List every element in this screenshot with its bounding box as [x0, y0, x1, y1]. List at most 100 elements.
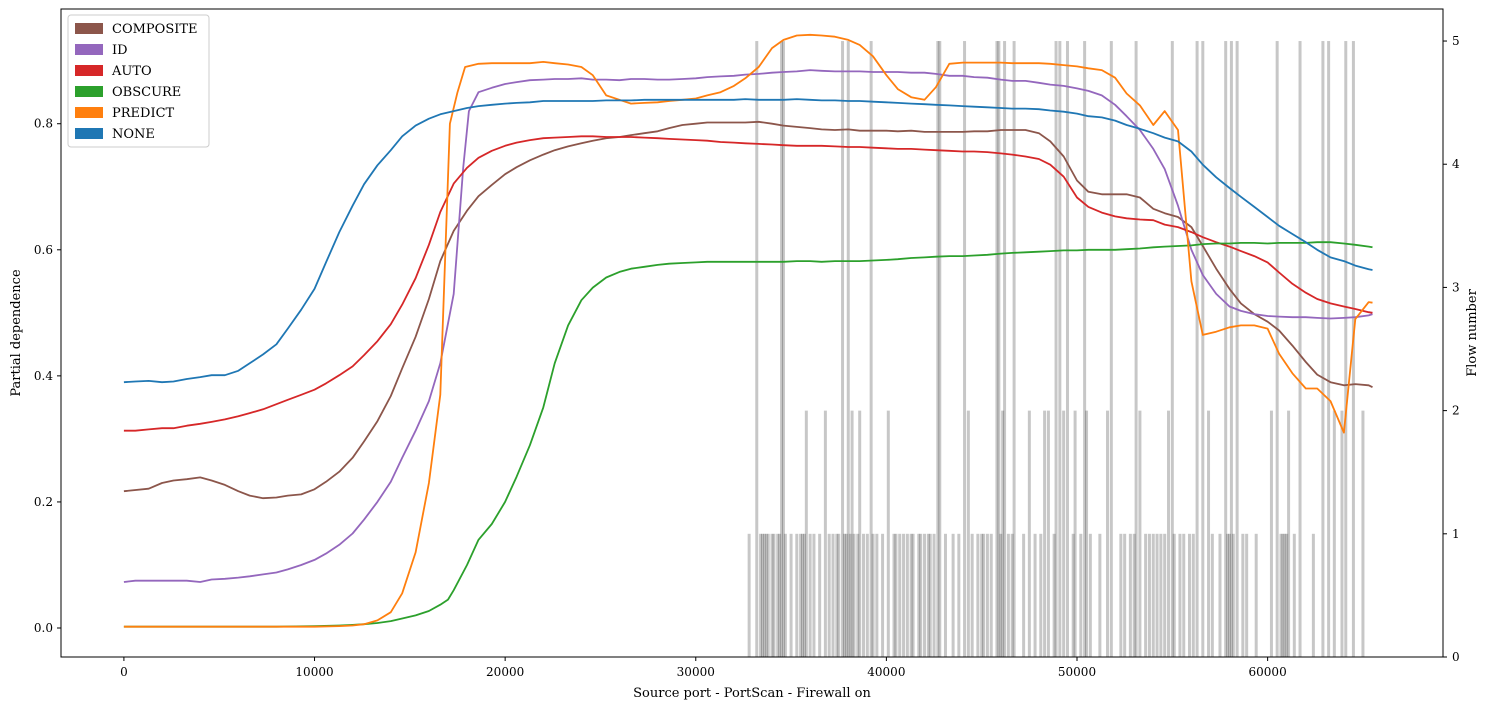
histogram-bar [1065, 41, 1069, 658]
legend-label: COMPOSITE [112, 22, 198, 37]
histogram-bar [842, 533, 846, 657]
series-line-none [123, 98, 1373, 384]
histogram-bar [1344, 41, 1348, 658]
histogram-bar [783, 533, 787, 657]
histogram-bar [905, 533, 909, 657]
histogram-bar [1229, 41, 1233, 658]
histogram-bar [772, 533, 776, 657]
histogram-bar [909, 533, 913, 657]
histogram-bar [865, 533, 869, 657]
histogram-bar [1279, 533, 1283, 657]
histogram-bar [1106, 410, 1110, 657]
x-axis-label: Source port - PortScan - Firewall on [633, 686, 871, 701]
histogram-bar [1058, 41, 1062, 658]
histogram-bar [764, 533, 768, 657]
histogram-bar [970, 533, 974, 657]
histogram-bar [1071, 533, 1075, 657]
histogram-bar [1163, 533, 1167, 657]
histogram-bar [869, 41, 873, 658]
histogram-bar [1147, 533, 1151, 657]
histogram-bar [818, 533, 822, 657]
x-tick-label: 60000 [1249, 665, 1287, 679]
y-axis-label: Partial dependence [9, 269, 24, 397]
y2-tick-label: 4 [1452, 157, 1460, 171]
histogram-bar [835, 533, 839, 657]
histogram-bar [747, 533, 751, 657]
legend-swatch [75, 65, 103, 76]
flow-histogram [747, 41, 1365, 658]
x-tick-label: 0 [120, 665, 128, 679]
histogram-bar [1083, 41, 1087, 658]
y2-tick-label: 1 [1452, 527, 1460, 541]
histogram-bar [841, 41, 845, 658]
histogram-bar [856, 533, 860, 657]
y-tick-label: 0.2 [34, 495, 53, 509]
histogram-bar [1167, 410, 1171, 657]
histogram-bar [932, 533, 936, 657]
histogram-bar [848, 533, 852, 657]
histogram-bar [755, 41, 759, 658]
histogram-bar [999, 533, 1003, 657]
histogram-bar [938, 41, 942, 658]
histogram-bar [778, 533, 782, 657]
y-axis-ticks: 0.0 0.2 0.4 0.6 0.8 [34, 117, 61, 635]
histogram-bar [776, 533, 780, 657]
histogram-bar [1052, 533, 1056, 657]
histogram-bar [1182, 533, 1186, 657]
histogram-bar [898, 533, 902, 657]
histogram-bar [781, 41, 785, 658]
y-tick-label: 0.8 [34, 117, 53, 131]
histogram-bar [980, 533, 984, 657]
histogram-bar [789, 533, 793, 657]
histogram-bar [1119, 533, 1123, 657]
histogram-bar [823, 410, 827, 657]
histogram-bar [808, 533, 812, 657]
histogram-bar [902, 533, 906, 657]
histogram-bar [1027, 410, 1031, 657]
histogram-bar [1224, 41, 1228, 658]
histogram-bar [831, 533, 835, 657]
histogram-bar [951, 533, 955, 657]
histogram-bar [804, 410, 808, 657]
histogram-bar [1155, 533, 1159, 657]
histogram-bar [1187, 533, 1191, 657]
histogram-bar [923, 533, 927, 657]
x-tick-label: 10000 [295, 665, 333, 679]
histogram-bar [1134, 41, 1138, 658]
histogram-bar [762, 533, 766, 657]
histogram-bar [1039, 533, 1043, 657]
histogram-bar [871, 533, 875, 657]
histogram-bar [894, 533, 898, 657]
histogram-bar [1245, 533, 1249, 657]
series-line-id [123, 69, 1373, 583]
legend-swatch [75, 86, 103, 97]
histogram-bar [1109, 41, 1113, 658]
legend: COMPOSITE ID AUTO OBSCURE PREDICT NONE [67, 14, 210, 148]
histogram-bar [1010, 533, 1014, 657]
histogram-bar [780, 41, 784, 658]
histogram-bar [1191, 533, 1195, 657]
histogram-bar [1281, 533, 1285, 657]
histogram-bar [919, 533, 923, 657]
histogram-bar [886, 410, 890, 657]
histogram-bar [1088, 533, 1092, 657]
histogram-bar [837, 533, 841, 657]
histogram-bar [801, 533, 805, 657]
y-tick-label: 0.0 [34, 621, 53, 635]
x-tick-label: 50000 [1058, 665, 1096, 679]
histogram-bar [766, 533, 770, 657]
histogram-bar [1079, 533, 1083, 657]
histogram-bar [989, 533, 993, 657]
x-tick-label: 20000 [486, 665, 524, 679]
histogram-bar [1098, 533, 1102, 657]
histogram-bar [1340, 410, 1344, 657]
histogram-bar [812, 533, 816, 657]
legend-label: OBSCURE [112, 85, 181, 100]
histogram-bar [1218, 533, 1222, 657]
histogram-bar [1123, 533, 1127, 657]
histogram-bar [1073, 410, 1077, 657]
histogram-bar [1178, 533, 1182, 657]
histogram-bar [1311, 533, 1315, 657]
legend-label: AUTO [111, 64, 152, 79]
histogram-bar [1287, 410, 1291, 657]
